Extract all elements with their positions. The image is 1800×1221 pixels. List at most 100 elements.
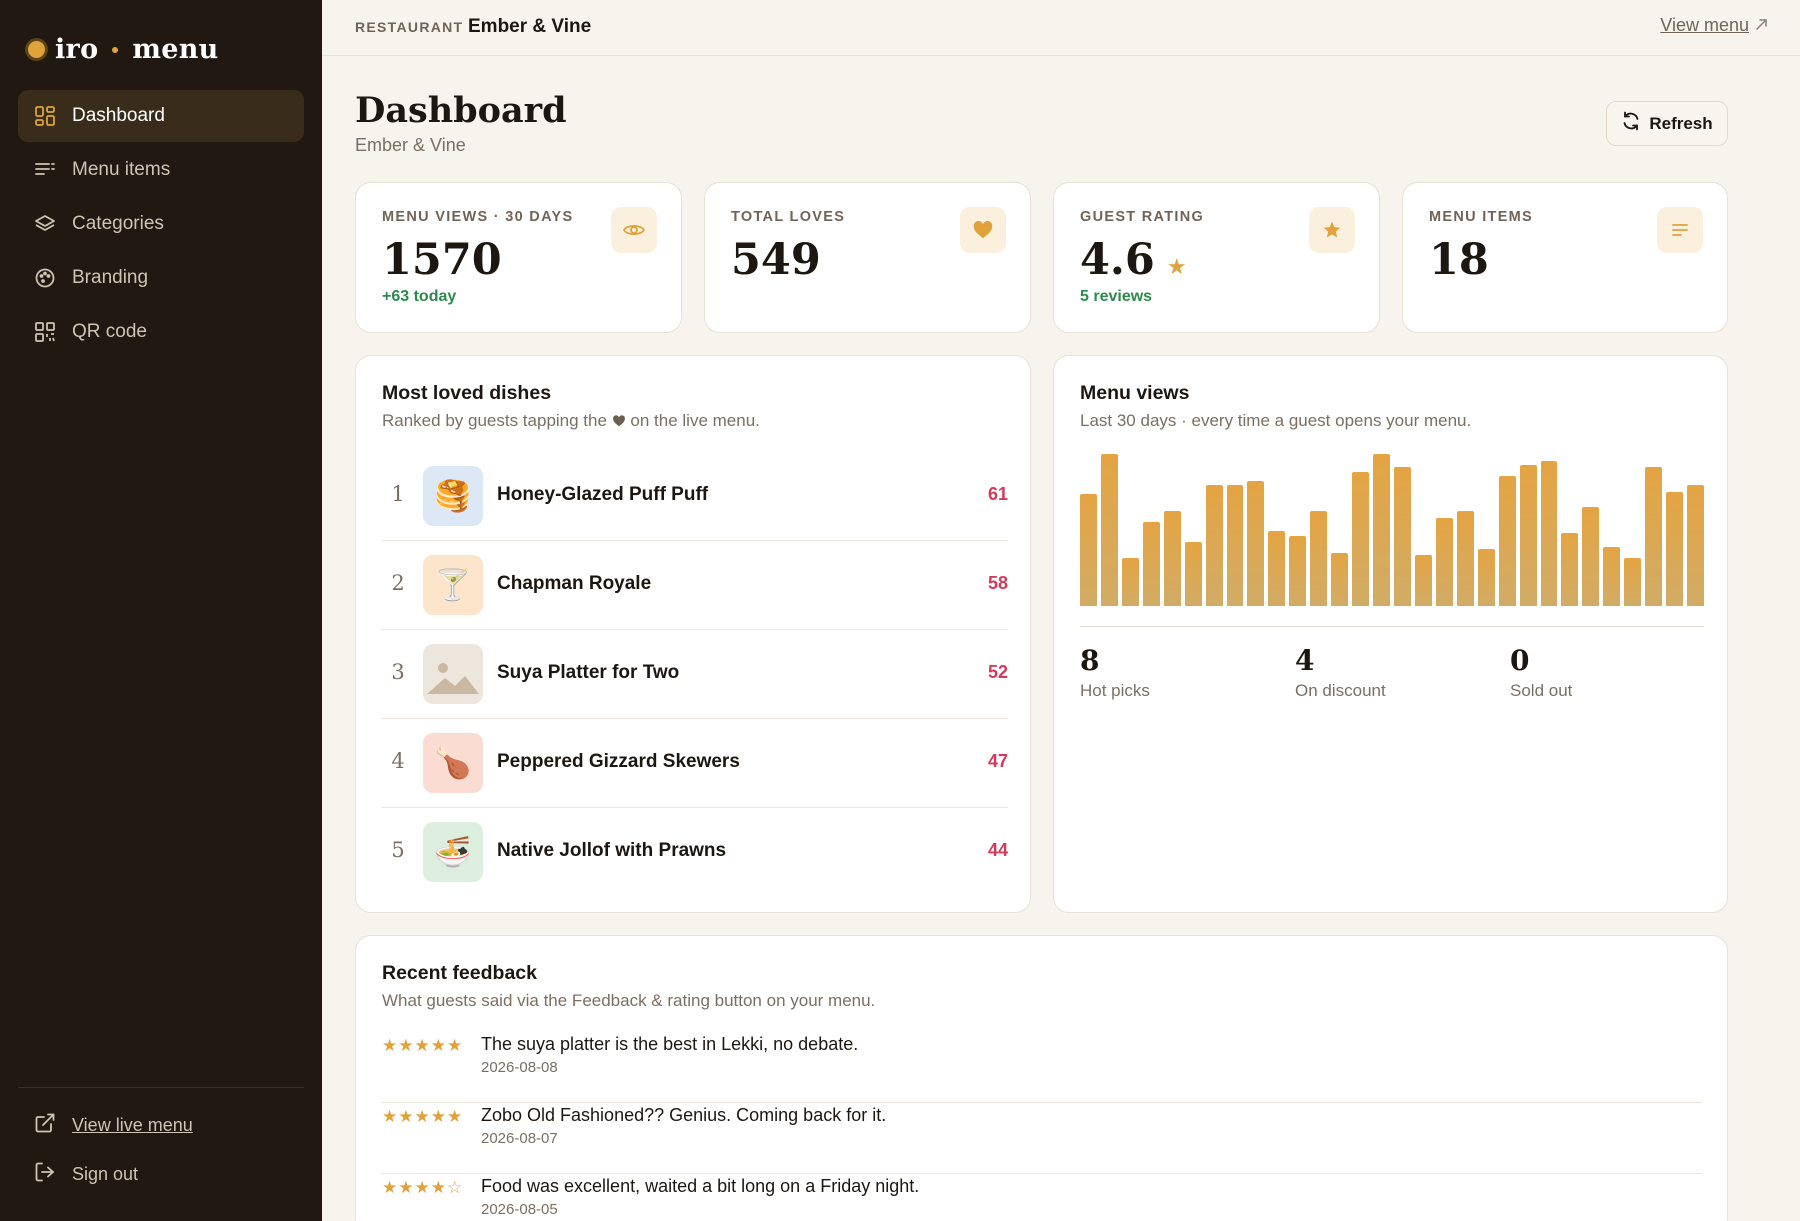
sidebar-item-dashboard[interactable]: Dashboard <box>18 90 304 142</box>
menu-views-chart <box>1080 452 1704 606</box>
image-placeholder-icon <box>423 644 483 704</box>
dish-love-count: 52 <box>987 662 1008 682</box>
dish-row[interactable]: 2 🍸 Chapman Royale 58 <box>382 541 1008 630</box>
dish-name: Peppered Gizzard Skewers <box>497 751 740 772</box>
view-live-menu-label: View live menu <box>72 1115 193 1135</box>
rating-stars: ★★★★★ <box>382 1036 464 1055</box>
feedback-date: 2026-08-08 <box>481 1059 558 1076</box>
chart-bar <box>1687 485 1704 606</box>
stat-value: 18 <box>1429 235 1489 285</box>
chart-bar <box>1477 548 1495 606</box>
chart-bar <box>1080 493 1097 606</box>
stat-label: GUEST RATING <box>1080 209 1205 225</box>
chart-bar <box>1268 531 1286 606</box>
chart-bar <box>1226 485 1244 606</box>
dish-rank: 5 <box>391 838 405 862</box>
stat-note: +63 today <box>382 288 457 305</box>
chart-bar <box>1184 542 1202 606</box>
dish-row[interactable]: 3 Suya Platter for Two 52 <box>382 630 1008 719</box>
stat-value-number: 18 <box>1429 235 1489 285</box>
chart-bar <box>1331 553 1349 606</box>
feedback-date: 2026-08-05 <box>481 1201 558 1218</box>
sidebar-item-menu-items[interactable]: Menu items <box>18 144 304 196</box>
stat-value: 549 <box>731 235 821 285</box>
view-menu-link[interactable]: View menu <box>1660 15 1768 36</box>
dish-rank: 3 <box>391 660 405 684</box>
chart-bar <box>1603 546 1621 606</box>
hot-picks-value: 8 <box>1080 644 1100 677</box>
dish-name: Honey-Glazed Puff Puff <box>497 484 709 505</box>
card-subtitle: Last 30 days · every time a guest opens … <box>1080 411 1472 430</box>
heart-icon <box>612 411 626 430</box>
dish-thumbnail: 🍗 <box>423 733 483 793</box>
dish-rank: 2 <box>391 571 405 595</box>
qr-code-icon <box>34 321 56 343</box>
chart-bar <box>1205 485 1223 606</box>
feedback-text: Zobo Old Fashioned?? Genius. Coming back… <box>481 1105 887 1125</box>
stat-value: 4.6 ★ <box>1080 235 1187 285</box>
card-title: Most loved dishes <box>382 382 552 404</box>
chart-bar <box>1289 535 1307 606</box>
sign-out-label: Sign out <box>72 1164 139 1184</box>
chart-bar <box>1352 471 1370 606</box>
sidebar-item-label: Menu items <box>72 159 171 180</box>
subtitle-before: Ranked by guests tapping the <box>382 411 607 430</box>
on-discount-label: On discount <box>1295 681 1386 700</box>
dish-rank: 4 <box>391 749 405 773</box>
chart-bar <box>1624 557 1642 606</box>
feedback-date: 2026-08-07 <box>481 1130 558 1147</box>
rating-stars: ★★★★☆ <box>382 1178 464 1197</box>
on-discount-value: 4 <box>1295 644 1315 677</box>
sign-out-button[interactable]: Sign out <box>34 1161 138 1188</box>
view-live-menu-link[interactable]: View live menu <box>34 1112 193 1139</box>
stat-label: TOTAL LOVES <box>731 209 846 225</box>
dish-rank: 1 <box>391 482 405 506</box>
chart-bar <box>1645 467 1663 606</box>
dish-row[interactable]: 4 🍗 Peppered Gizzard Skewers 47 <box>382 719 1008 808</box>
chart-bar <box>1100 454 1118 606</box>
chart-bar <box>1456 511 1474 606</box>
stat-label: MENU VIEWS · 30 DAYS <box>382 209 574 225</box>
restaurant-name: Ember & Vine <box>468 16 592 37</box>
dish-thumbnail: 🥞 <box>423 466 483 526</box>
page-subtitle: Ember & Vine <box>355 135 466 155</box>
arrow-up-right-icon <box>1755 15 1768 36</box>
brand-logo[interactable]: iro menu <box>28 34 219 65</box>
dish-row[interactable]: 1 🥞 Honey-Glazed Puff Puff 61 <box>382 452 1008 541</box>
restaurant-label: RESTAURANT <box>355 19 464 35</box>
external-link-icon <box>34 1112 56 1139</box>
card-subtitle: Ranked by guests tapping the on the live… <box>382 411 760 431</box>
sidebar-item-categories[interactable]: Categories <box>18 198 304 250</box>
stat-card-guest-rating: GUEST RATING 4.6 ★ 5 reviews <box>1053 182 1380 333</box>
page-title: Dashboard <box>355 90 567 131</box>
sidebar-item-branding[interactable]: Branding <box>18 252 304 304</box>
card-title: Recent feedback <box>382 962 537 984</box>
dish-name: Chapman Royale <box>497 573 652 594</box>
stat-value-number: 549 <box>731 235 821 285</box>
dish-row[interactable]: 5 🍜 Native Jollof with Prawns 44 <box>382 808 1008 897</box>
sidebar-item-qr-code[interactable]: QR code <box>18 306 304 358</box>
sidebar: iro menu Dashboard Menu items Categories <box>0 0 322 1221</box>
heart-icon <box>960 207 1006 253</box>
sidebar-divider <box>18 1087 304 1088</box>
refresh-button[interactable]: Refresh <box>1606 101 1728 146</box>
dish-love-count: 61 <box>987 484 1008 504</box>
chart-bar <box>1435 518 1453 606</box>
sign-out-icon <box>34 1161 56 1188</box>
stat-card-menu-items: MENU ITEMS 18 <box>1402 182 1728 333</box>
sidebar-item-label: Dashboard <box>72 105 165 126</box>
chart-bar <box>1561 533 1579 606</box>
feedback-item: ★★★★☆ Food was excellent, waited a bit l… <box>382 1174 1702 1221</box>
eye-icon <box>611 207 657 253</box>
feedback-item: ★★★★★ The suya platter is the best in Le… <box>382 1032 1702 1103</box>
brand-name-part1: iro <box>55 34 99 65</box>
sidebar-nav: Dashboard Menu items Categories Branding… <box>18 90 304 360</box>
sidebar-item-label: Categories <box>72 213 164 234</box>
card-subtitle: What guests said via the Feedback & rati… <box>382 991 876 1010</box>
chart-bar <box>1498 476 1516 606</box>
chart-bar <box>1666 491 1684 606</box>
list-icon <box>34 159 56 181</box>
sidebar-item-label: Branding <box>72 267 149 288</box>
refresh-icon <box>1621 111 1641 136</box>
refresh-label: Refresh <box>1649 113 1713 133</box>
